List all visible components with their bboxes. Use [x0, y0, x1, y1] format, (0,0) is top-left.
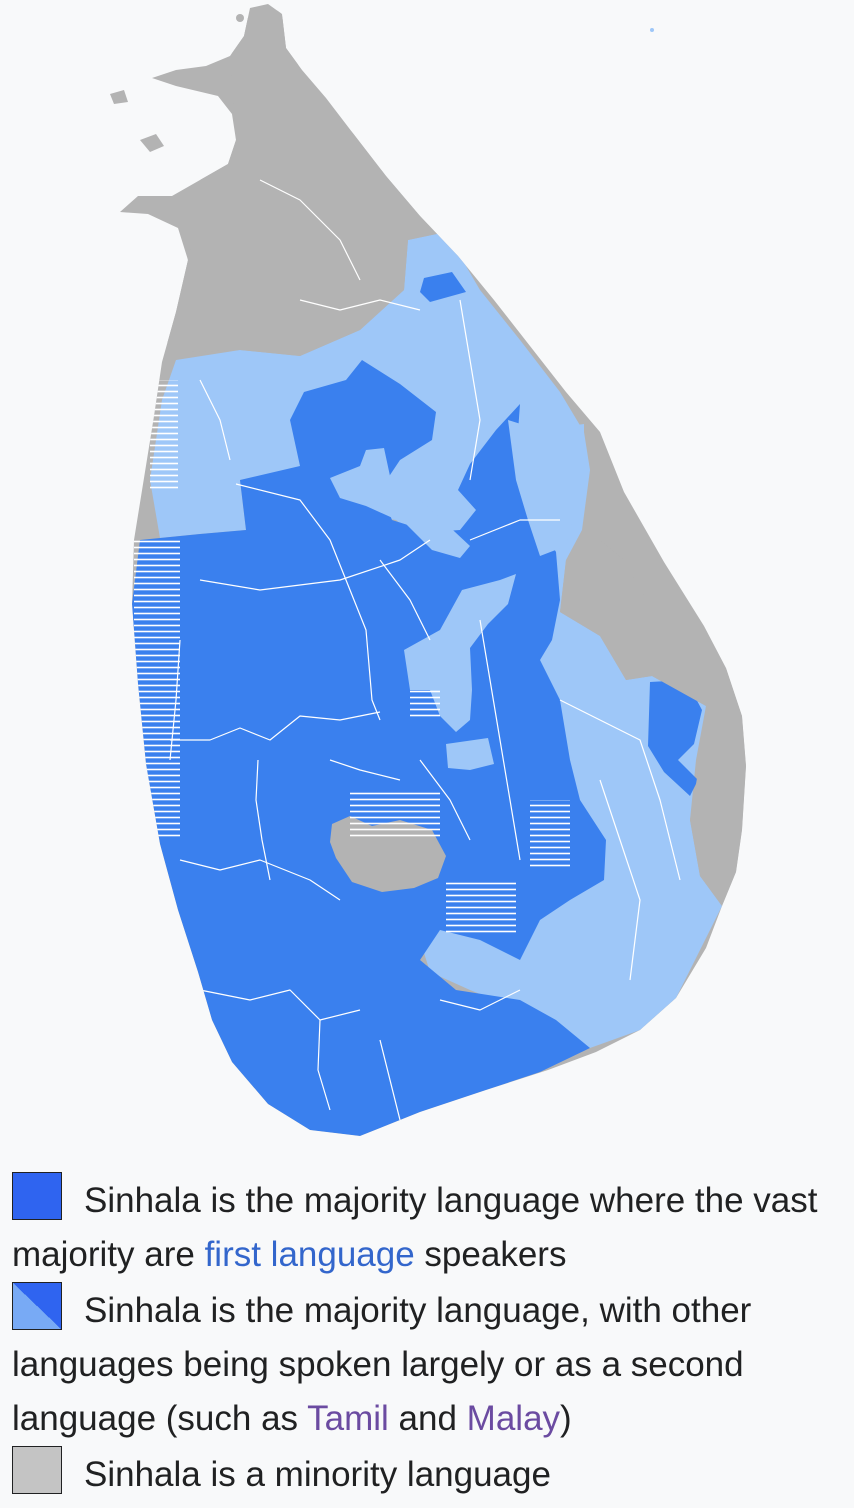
region-minority-east-coast	[560, 540, 746, 906]
region-light-northeast-inner	[508, 420, 584, 556]
link-malay[interactable]: Malay	[466, 1399, 561, 1438]
sri-lanka-language-map	[110, 4, 746, 1136]
legend-swatch-grey	[12, 1446, 62, 1494]
island-dot-northeast	[650, 28, 654, 32]
legend-item-first-language: Sinhala is the majority language where t…	[12, 1172, 842, 1282]
legend-text-1b: speakers	[414, 1235, 567, 1274]
island-small-north	[140, 134, 164, 152]
island-small-northwest	[110, 90, 128, 104]
map-svg	[110, 4, 746, 1136]
district-boundaries	[169, 179, 681, 1121]
legend-text-2c: )	[560, 1399, 572, 1438]
hatch-inland-2	[530, 800, 570, 870]
hatch-inland-4	[410, 690, 440, 718]
legend-text-3: Sinhala is a minority language	[84, 1455, 551, 1494]
region-majority-first-language-east	[648, 680, 702, 796]
link-tamil[interactable]: Tamil	[307, 1399, 389, 1438]
hatch-inland-3	[446, 880, 516, 936]
region-light-inland-small	[446, 738, 494, 770]
region-minority-north	[160, 10, 446, 356]
hatch-inland-1	[350, 792, 440, 838]
legend-text-2a: Sinhala is the majority language, with o…	[12, 1291, 752, 1438]
map-legend: Sinhala is the majority language where t…	[12, 1172, 842, 1502]
legend-text-1a: Sinhala is the majority language where t…	[12, 1181, 818, 1274]
island-dot-north	[236, 14, 244, 22]
legend-item-minority: Sinhala is a minority language	[12, 1446, 842, 1502]
region-light-inland-north	[330, 448, 470, 558]
region-majority-first-language-northeast	[420, 272, 466, 302]
legend-swatch-solid-blue	[12, 1172, 62, 1220]
legend-item-other-languages: Sinhala is the majority language, with o…	[12, 1282, 842, 1446]
hatch-west-coast-north	[150, 380, 178, 490]
hatch-west-coast	[134, 540, 180, 840]
legend-swatch-split-blue	[12, 1282, 62, 1330]
region-majority-first-language	[132, 360, 606, 1136]
legend-text-2b: and	[388, 1399, 467, 1438]
link-first-language[interactable]: first language	[204, 1235, 415, 1274]
